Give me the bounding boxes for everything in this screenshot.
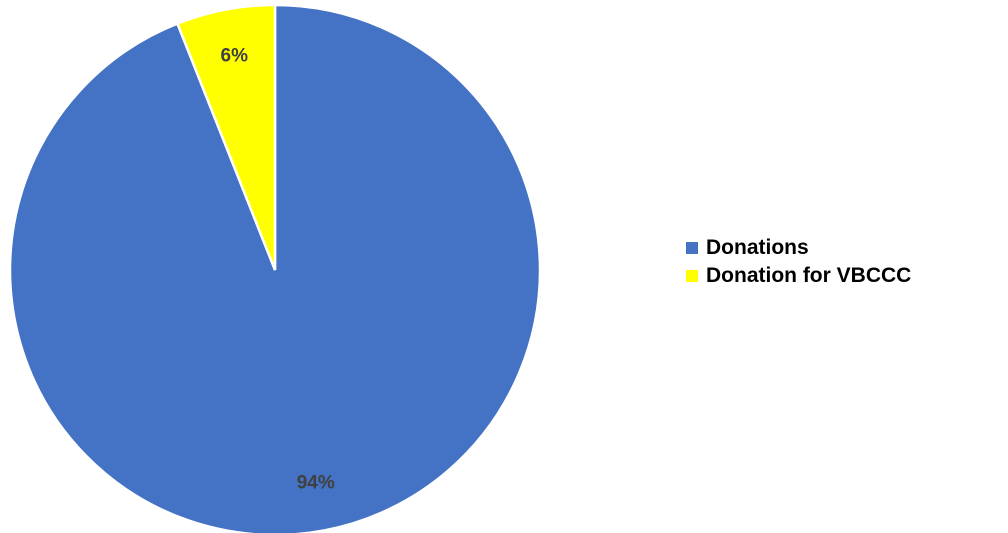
pie-slice-donation-for-vbccc [175, 3, 277, 271]
chart-legend: Donations Donation for VBCCC [686, 234, 911, 290]
legend-label-donations: Donations [706, 236, 809, 259]
data-label-donations: 94% [297, 472, 335, 493]
legend-item-donations: Donations [686, 234, 911, 262]
legend-label-donation-for-vbccc: Donation for VBCCC [706, 264, 912, 287]
legend-swatch-donations [686, 242, 698, 254]
data-label-donation-for-vbccc: 6% [221, 46, 249, 67]
legend-item-donation-for-vbccc: Donation for VBCCC [686, 262, 911, 290]
legend-swatch-donation-for-vbccc [686, 270, 698, 282]
